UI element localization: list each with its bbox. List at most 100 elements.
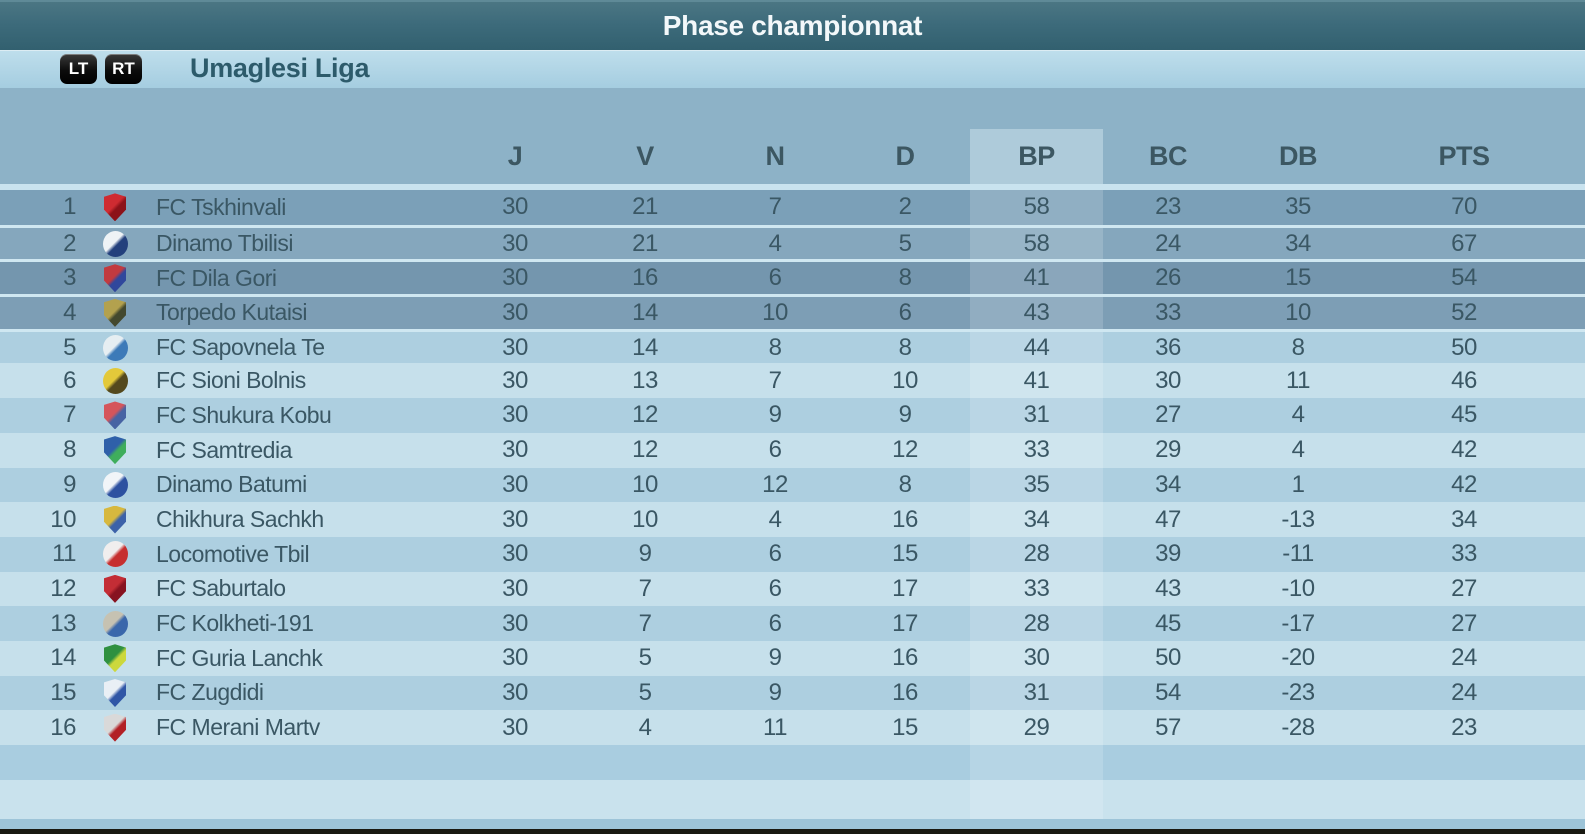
stat-bc: 45 (1155, 609, 1181, 637)
lt-trigger-button[interactable]: LT (60, 53, 97, 84)
stat-v: 5 (638, 644, 652, 672)
team-name: Chikhura Sachkh (156, 506, 324, 533)
stat-pts: 52 (1451, 298, 1477, 326)
stat-j: 30 (502, 298, 528, 326)
table-row[interactable]: 3 FC Dila Gori 30 16 6 8 41 26 15 54 (0, 259, 1585, 295)
rt-trigger-button[interactable]: RT (105, 53, 142, 84)
badge-cell (80, 297, 150, 329)
team-name: FC Tskhinvali (156, 193, 286, 220)
table-row[interactable]: 4 Torpedo Kutaisi 30 14 10 6 43 33 10 52 (0, 294, 1585, 329)
badge-cell (80, 433, 150, 468)
stat-v: 12 (632, 436, 658, 464)
badge-cell (80, 572, 150, 607)
badge-cell (80, 502, 150, 537)
stat-bp: 41 (970, 363, 1103, 399)
badge-cell (80, 641, 150, 676)
team-name: FC Merani Martv (156, 714, 320, 741)
stat-j: 30 (502, 366, 528, 394)
position-label: 4 (63, 298, 76, 326)
stat-bc: 26 (1155, 264, 1181, 292)
footer-strip (0, 819, 1585, 829)
column-header-bp: BP (970, 129, 1103, 184)
stat-j: 30 (502, 574, 528, 602)
team-name: FC Dila Gori (156, 264, 277, 291)
table-row[interactable]: 15 FC Zugdidi 30 5 9 16 31 54 -23 24 (0, 675, 1585, 711)
stat-n: 4 (768, 505, 782, 533)
stat-n: 4 (768, 229, 782, 257)
column-header-d: D (895, 141, 916, 171)
team-name: Dinamo Batumi (156, 471, 307, 498)
stat-v: 7 (638, 574, 652, 602)
stat-v: 16 (632, 264, 658, 292)
position-label: 15 (50, 678, 76, 706)
stat-n: 6 (768, 436, 782, 464)
stat-d: 5 (898, 229, 912, 257)
stat-db: -11 (1282, 540, 1314, 568)
table-row[interactable]: 6 FC Sioni Bolnis 30 13 7 10 41 30 11 46 (0, 363, 1585, 399)
stat-pts: 27 (1451, 574, 1477, 602)
table-row[interactable]: 10 Chikhura Sachkh 30 10 4 16 34 47 -13 34 (0, 502, 1585, 537)
stat-db: 4 (1291, 401, 1305, 429)
stat-d: 8 (898, 333, 912, 361)
stat-j: 30 (502, 644, 528, 672)
title-bar: Phase championnat (0, 0, 1585, 50)
stat-pts: 45 (1451, 401, 1477, 429)
stat-bp: 31 (970, 398, 1103, 433)
team-badge-icon (104, 644, 126, 673)
table-row[interactable]: 5 FC Sapovnela Te 30 14 8 8 44 36 8 50 (0, 328, 1585, 364)
team-badge-icon (102, 541, 128, 568)
team-badge-icon (102, 230, 128, 257)
table-row[interactable]: 13 FC Kolkheti-191 30 7 6 17 28 45 -17 27 (0, 606, 1585, 641)
stat-bc: 34 (1155, 470, 1181, 498)
stat-bc: 29 (1155, 436, 1181, 464)
badge-cell (80, 228, 150, 260)
stat-j: 30 (502, 401, 528, 429)
table-row[interactable]: 11 Locomotive Tbil 30 9 6 15 28 39 -11 33 (0, 536, 1585, 572)
header-spacer (150, 129, 450, 184)
stat-pts: 24 (1451, 678, 1477, 706)
column-header-v: V (636, 141, 654, 171)
stat-bp: 44 (970, 331, 1103, 364)
empty-row (0, 780, 1585, 819)
table-row[interactable]: 1 FC Tskhinvali 30 21 7 2 58 23 35 70 (0, 190, 1585, 225)
position-label: 10 (50, 505, 76, 533)
position-label: 6 (63, 366, 76, 394)
table-header-band: J V N D BP BC DB PTS (0, 88, 1585, 184)
stat-n: 12 (762, 470, 788, 498)
stat-db: -20 (1281, 644, 1315, 672)
position-label: 13 (50, 609, 76, 637)
table-row[interactable]: 12 FC Saburtalo 30 7 6 17 33 43 -10 27 (0, 571, 1585, 607)
position-label: 3 (63, 264, 76, 292)
stat-d: 17 (892, 609, 918, 637)
stat-v: 21 (632, 193, 658, 221)
stat-pts: 67 (1451, 229, 1477, 257)
team-badge-icon (102, 610, 128, 637)
table-row[interactable]: 14 FC Guria Lanchk 30 5 9 16 30 50 -20 24 (0, 640, 1585, 676)
stat-db: 15 (1285, 264, 1311, 292)
stat-db: 1 (1291, 470, 1305, 498)
stat-pts: 34 (1451, 505, 1477, 533)
stat-v: 5 (638, 678, 652, 706)
stat-pts: 42 (1451, 436, 1477, 464)
stat-db: -23 (1281, 678, 1315, 706)
stat-db: 4 (1291, 436, 1305, 464)
table-row[interactable]: 2 Dinamo Tbilisi 30 21 4 5 58 24 34 67 (0, 224, 1585, 260)
stat-db: 11 (1286, 366, 1310, 394)
team-badge-icon (104, 678, 126, 707)
stat-d: 9 (898, 401, 912, 429)
table-row[interactable]: 9 Dinamo Batumi 30 10 12 8 35 34 1 42 (0, 467, 1585, 503)
table-row[interactable]: 7 FC Shukura Kobu 30 12 9 9 31 27 4 45 (0, 398, 1585, 433)
stat-d: 16 (892, 505, 918, 533)
stat-d: 15 (892, 713, 918, 741)
team-badge-icon (104, 401, 126, 430)
standings-table: 1 FC Tskhinvali 30 21 7 2 58 23 35 70 2 Dinamo Tbil… (0, 190, 1585, 745)
table-row[interactable]: 16 FC Merani Martv 30 4 11 15 29 57 -28 23 (0, 710, 1585, 745)
position-label: 12 (50, 574, 76, 602)
stat-n: 7 (768, 193, 782, 221)
header-spacer (80, 129, 150, 184)
table-row[interactable]: 8 FC Samtredia 30 12 6 12 33 29 4 42 (0, 432, 1585, 468)
column-header-db: DB (1279, 141, 1318, 171)
stat-n: 9 (768, 678, 782, 706)
stat-bp: 33 (970, 432, 1103, 468)
stat-pts: 24 (1451, 644, 1477, 672)
